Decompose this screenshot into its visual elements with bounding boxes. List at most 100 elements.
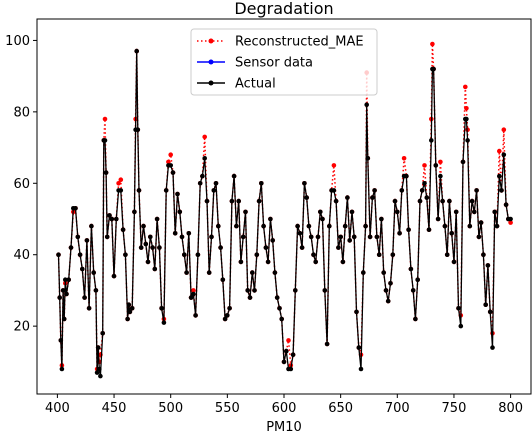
data-point xyxy=(325,342,330,347)
y-tick-label: 40 xyxy=(13,248,30,263)
data-point xyxy=(425,195,430,200)
data-point xyxy=(137,188,142,193)
data-point xyxy=(212,188,217,193)
data-point xyxy=(490,345,495,350)
data-point xyxy=(64,292,69,297)
data-point xyxy=(400,188,405,193)
data-point xyxy=(146,260,151,265)
data-point xyxy=(418,199,423,204)
data-point xyxy=(121,227,126,232)
data-point xyxy=(464,117,469,122)
data-point xyxy=(343,224,348,229)
data-point xyxy=(112,274,117,279)
data-point xyxy=(368,235,373,240)
data-point xyxy=(239,260,244,265)
data-point xyxy=(354,310,359,315)
data-point xyxy=(234,224,239,229)
data-point xyxy=(136,127,141,132)
data-point xyxy=(461,160,466,165)
data-point xyxy=(171,170,176,175)
data-point xyxy=(430,42,435,47)
data-point xyxy=(391,252,396,257)
data-point xyxy=(200,174,205,179)
data-point xyxy=(248,295,253,300)
data-point xyxy=(110,217,115,222)
data-point xyxy=(341,260,346,265)
data-point xyxy=(218,245,223,250)
data-point xyxy=(56,252,61,257)
legend-label: Sensor data xyxy=(235,56,313,71)
data-point xyxy=(502,152,507,157)
data-point xyxy=(148,235,153,240)
data-point xyxy=(221,277,226,282)
data-point xyxy=(60,367,65,372)
data-point xyxy=(499,188,504,193)
data-point xyxy=(386,299,391,304)
data-point xyxy=(465,138,470,143)
data-point xyxy=(429,138,434,143)
data-point xyxy=(178,210,183,215)
data-point xyxy=(481,252,486,257)
legend-label: Reconstructed_MAE xyxy=(235,35,364,50)
legend-label: Actual xyxy=(235,77,276,92)
data-point xyxy=(76,235,81,240)
data-point xyxy=(438,160,443,165)
data-point xyxy=(273,270,278,275)
data-point xyxy=(495,224,500,229)
data-point xyxy=(279,317,284,322)
data-point xyxy=(472,210,477,215)
data-point xyxy=(422,181,427,186)
data-point xyxy=(364,102,369,107)
data-point xyxy=(250,270,255,275)
data-point xyxy=(474,188,479,193)
data-point xyxy=(157,245,162,250)
data-point xyxy=(144,242,149,247)
data-point xyxy=(318,210,323,215)
data-point xyxy=(352,235,357,240)
x-tick-label: 650 xyxy=(328,401,353,416)
data-point xyxy=(59,338,64,343)
data-point xyxy=(286,338,291,343)
data-point xyxy=(393,199,398,204)
data-point xyxy=(434,163,439,168)
data-point xyxy=(104,170,109,175)
data-point xyxy=(298,231,303,236)
data-point xyxy=(327,224,332,229)
data-point xyxy=(420,188,425,193)
x-axis: 400 450 500 550 600 650 700 750 800 xyxy=(45,394,523,416)
data-point xyxy=(193,313,198,318)
data-point xyxy=(445,252,450,257)
data-point xyxy=(381,270,386,275)
x-axis-label: PM10 xyxy=(266,420,302,435)
data-point xyxy=(252,288,257,293)
data-point xyxy=(366,156,371,161)
y-tick-label: 60 xyxy=(13,177,30,192)
data-point xyxy=(173,231,178,236)
data-point xyxy=(456,306,461,311)
data-point xyxy=(320,217,325,222)
data-point xyxy=(127,302,132,307)
data-point xyxy=(293,288,298,293)
data-point xyxy=(422,163,427,168)
data-point xyxy=(347,238,352,243)
y-tick-label: 80 xyxy=(13,105,30,120)
data-point xyxy=(162,320,167,325)
y-tick-label: 20 xyxy=(13,320,30,335)
data-point xyxy=(295,224,300,229)
data-point xyxy=(207,270,212,275)
data-point xyxy=(438,174,443,179)
data-point xyxy=(289,367,294,372)
data-point xyxy=(307,224,312,229)
data-point xyxy=(261,224,266,229)
data-point xyxy=(164,188,169,193)
data-point xyxy=(359,367,364,372)
data-point xyxy=(216,224,221,229)
data-point xyxy=(98,374,103,379)
data-point xyxy=(191,292,196,297)
data-point xyxy=(431,67,436,72)
data-point xyxy=(291,352,296,357)
data-point xyxy=(100,331,105,336)
data-point xyxy=(316,235,321,240)
data-point xyxy=(159,306,164,311)
data-point xyxy=(225,313,230,318)
